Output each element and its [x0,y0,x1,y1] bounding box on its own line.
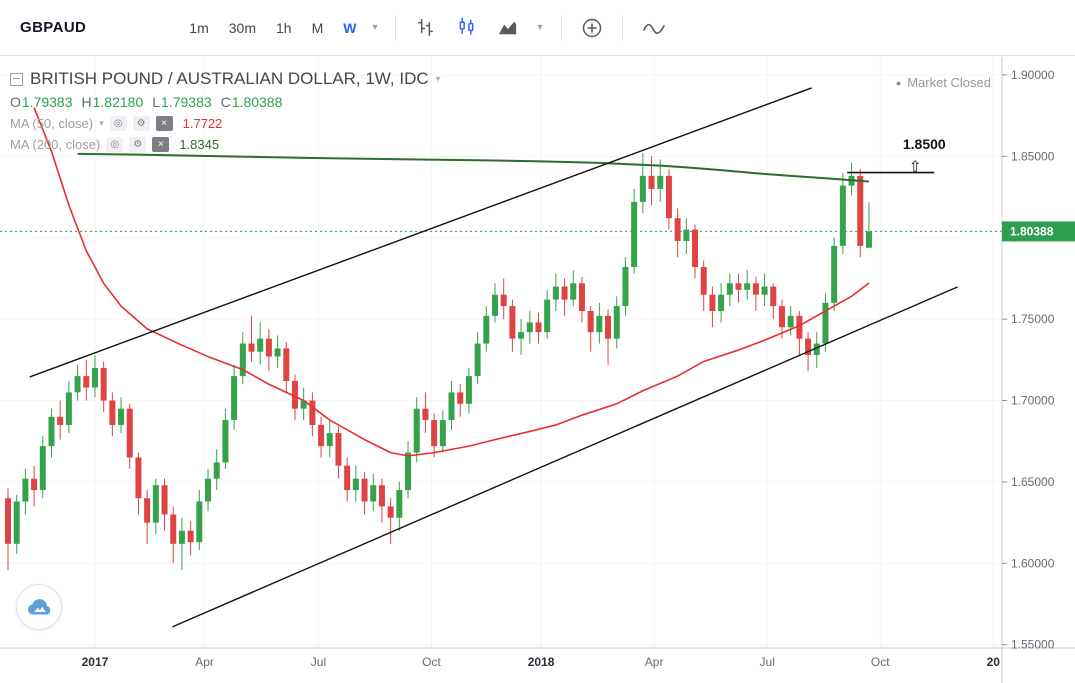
svg-text:2018: 2018 [528,655,555,669]
symbol-button[interactable]: GBPAUD [20,19,87,36]
ma50-close-icon[interactable]: × [155,116,173,131]
compare-add-icon[interactable] [576,12,608,44]
current-price-tag: 1.80388 [1002,221,1075,242]
area-style-icon[interactable] [492,12,523,43]
candles-layer [5,153,872,570]
chart-legend: BRITISH POUND / AUSTRALIAN DOLLAR, 1W, I… [10,69,441,152]
svg-text:Oct: Oct [422,655,441,669]
line-tool-icon[interactable] [637,13,671,43]
chart-style-group: ▾ [410,12,546,43]
ma200-value: 1.8345 [179,137,220,152]
candles-style-icon[interactable] [451,12,482,43]
ma200-label[interactable]: MA (200, close) [10,137,101,152]
svg-text:20: 20 [987,655,1001,669]
title-chevron-down-icon[interactable]: ▾ [435,73,441,85]
interval-group: 1m 30m 1h M W ▾ [181,16,381,40]
ma200-line[interactable] [77,152,870,183]
svg-text:1.8500: 1.8500 [903,136,946,152]
interval-M[interactable]: M [311,19,324,36]
trendline[interactable] [29,87,812,378]
market-status-text: Market Closed [907,75,991,90]
ohlc-row: O 1.79383 H 1.82180 L 1.79383 C 1.80388 [10,94,441,110]
style-chevron-down-icon[interactable]: ▾ [537,22,543,33]
trendline[interactable] [172,286,958,628]
ma200-settings-icon[interactable]: ⚙ [129,137,147,152]
svg-text:1.70000: 1.70000 [1011,394,1055,408]
top-toolbar: GBPAUD 1m 30m 1h M W ▾ ▾ [0,0,1075,56]
svg-text:1.80388: 1.80388 [1010,224,1054,238]
up-arrow-icon: ⇧ [909,159,922,176]
svg-text:1.85000: 1.85000 [1011,149,1055,163]
chart-pane: 1.8500⇧1.900001.850001.800001.750001.700… [0,57,1075,683]
interval-1m[interactable]: 1m [189,19,209,36]
toolbar-divider [621,14,623,41]
market-status: ● Market Closed [896,75,991,90]
indicator-ma50-row: MA (50, close) ▾ ◎ ⚙ × 1.7722 [10,116,441,131]
svg-text:1.55000: 1.55000 [1011,638,1055,652]
high-value: H 1.82180 [81,94,144,110]
cloud-button[interactable] [16,584,62,630]
chart-title[interactable]: BRITISH POUND / AUSTRALIAN DOLLAR, 1W, I… [30,69,429,88]
ma50-line[interactable] [33,107,870,457]
ma50-chevron-down-icon: ▾ [99,118,104,128]
toolbar-divider [395,14,397,41]
toolbar-divider [560,14,562,41]
price-axis[interactable]: 1.900001.850001.800001.750001.700001.650… [1002,68,1055,652]
bars-style-icon[interactable] [410,12,441,43]
interval-chevron-down-icon[interactable]: ▾ [372,22,378,33]
close-value: C 1.80388 [220,94,283,110]
cloud-icon [28,599,51,615]
collapse-legend-icon[interactable] [10,72,23,86]
svg-text:2017: 2017 [82,655,109,669]
svg-text:Jul: Jul [311,655,326,669]
market-closed-dot-icon: ● [895,77,902,88]
ma50-eye-icon[interactable]: ◎ [109,116,127,131]
interval-1h[interactable]: 1h [275,19,292,36]
price-chart-svg[interactable]: 1.8500⇧1.900001.850001.800001.750001.700… [0,57,1075,683]
price-annotation[interactable]: 1.8500 ⇧ [847,136,946,176]
interval-W[interactable]: W [343,19,357,36]
svg-text:1.75000: 1.75000 [1011,312,1055,326]
svg-text:Oct: Oct [871,655,890,669]
svg-text:Apr: Apr [195,655,214,669]
svg-text:1.60000: 1.60000 [1011,556,1055,570]
ma50-settings-icon[interactable]: ⚙ [132,116,150,131]
legend-title-row: BRITISH POUND / AUSTRALIAN DOLLAR, 1W, I… [10,69,441,89]
ma50-label[interactable]: MA (50, close) [10,116,94,131]
ma200-close-icon[interactable]: × [152,137,170,152]
svg-text:1.65000: 1.65000 [1011,475,1055,489]
ma200-eye-icon[interactable]: ◎ [106,137,124,152]
grid-lines [0,57,1002,648]
ma50-value: 1.7722 [182,116,223,131]
low-value: L 1.79383 [152,94,212,110]
svg-text:Apr: Apr [645,655,664,669]
svg-text:Jul: Jul [760,655,775,669]
open-value: O 1.79383 [10,94,73,110]
time-axis[interactable]: 2017 Apr Jul Oct 2018 Apr Jul Oct 20 [82,655,1001,669]
indicator-ma200-row: MA (200, close) ◎ ⚙ × 1.8345 [10,137,441,152]
svg-text:1.90000: 1.90000 [1011,68,1055,82]
interval-30m[interactable]: 30m [228,19,256,36]
